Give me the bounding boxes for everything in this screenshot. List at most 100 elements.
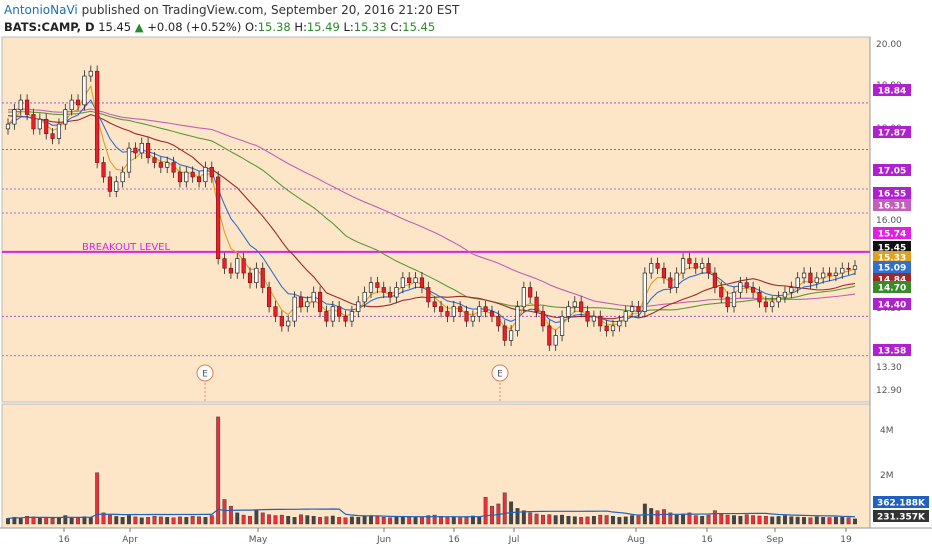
price-tick-label: 20.00 xyxy=(876,40,902,50)
volume-pane[interactable] xyxy=(1,403,871,529)
x-tick-label: 16 xyxy=(701,535,713,545)
volume-bar xyxy=(611,515,615,525)
price-tag xyxy=(873,281,911,293)
price-tag-label: 18.84 xyxy=(878,87,906,97)
price-tag xyxy=(873,187,911,199)
candle xyxy=(528,287,533,298)
candle xyxy=(559,315,565,336)
candle xyxy=(362,291,367,303)
sma-100-line xyxy=(7,110,856,312)
volume-bar xyxy=(814,516,819,525)
volume-bar xyxy=(833,516,838,525)
volume-bar xyxy=(763,515,768,525)
candle xyxy=(451,306,456,317)
candle xyxy=(190,171,195,178)
volume-bar xyxy=(738,515,743,525)
volume-bar xyxy=(840,517,845,525)
last-price: 15.45 xyxy=(98,20,132,34)
candle xyxy=(279,315,284,327)
candle xyxy=(69,99,74,111)
price-pane[interactable] xyxy=(1,36,871,403)
volume-bar xyxy=(388,517,393,525)
candle xyxy=(286,320,291,327)
published-text: published on TradingView.com, September … xyxy=(81,3,460,17)
volume-bar xyxy=(235,512,240,525)
volume-bar xyxy=(821,517,826,525)
volume-bar xyxy=(31,516,36,525)
volume-bar xyxy=(483,497,488,525)
candle xyxy=(483,306,488,312)
volume-bar xyxy=(617,517,622,525)
candle xyxy=(782,291,788,298)
volume-bar xyxy=(649,508,654,525)
volume-bar xyxy=(101,512,106,525)
x-tick-label: Sep xyxy=(767,535,784,545)
candle xyxy=(623,311,628,322)
volume-bar xyxy=(789,516,794,525)
candle xyxy=(668,277,673,288)
candle xyxy=(566,306,571,317)
candle xyxy=(216,176,221,259)
volume-bar xyxy=(566,515,571,525)
price-tag-label: 16.31 xyxy=(878,202,906,212)
candle xyxy=(228,267,233,274)
candle xyxy=(298,296,304,308)
candle xyxy=(801,272,807,279)
candle xyxy=(222,258,227,269)
candle xyxy=(18,99,23,111)
candle xyxy=(305,301,310,308)
volume-bar xyxy=(591,515,596,525)
price-tick-label: 16.00 xyxy=(876,216,902,226)
volume-bar xyxy=(630,515,635,525)
volume-bar xyxy=(560,514,564,525)
open-value: 15.38 xyxy=(257,20,291,34)
volume-bar xyxy=(222,499,227,525)
candle xyxy=(343,315,348,322)
volume-bar xyxy=(732,515,736,525)
volume-bar xyxy=(681,513,685,525)
volume-bar xyxy=(381,517,386,525)
volume-bar xyxy=(700,515,705,525)
close-value: 15.45 xyxy=(402,20,436,34)
candle xyxy=(496,315,501,327)
volume-bar xyxy=(44,517,49,525)
candle xyxy=(630,306,635,312)
price-tag xyxy=(873,227,911,239)
candle xyxy=(604,325,609,332)
price-tick-label: 12.90 xyxy=(876,386,902,396)
volume-bar xyxy=(152,515,157,525)
price-tag-label: 15.74 xyxy=(878,230,906,240)
price-tag-label: 14.70 xyxy=(878,284,906,294)
candle xyxy=(489,311,495,317)
candle xyxy=(706,263,711,274)
volume-bar xyxy=(349,516,354,525)
up-arrow-icon: ▲ xyxy=(134,20,144,34)
candle xyxy=(751,287,756,293)
price-tag xyxy=(873,164,911,176)
volume-bar xyxy=(668,512,673,525)
x-tick-label: Apr xyxy=(122,535,138,545)
volume-bar xyxy=(76,517,80,525)
volume-bar xyxy=(662,509,666,525)
volume-bar xyxy=(127,515,131,525)
candle xyxy=(209,166,214,178)
author-link[interactable]: AntonioNaVi xyxy=(4,3,78,17)
volume-bar xyxy=(623,516,628,525)
volume-bar xyxy=(572,516,577,525)
volume-bar xyxy=(299,514,303,525)
price-tag xyxy=(873,344,911,356)
candle xyxy=(158,162,163,168)
candle xyxy=(241,258,246,274)
volume-bar xyxy=(515,508,520,525)
volume-bar xyxy=(770,516,775,525)
candle xyxy=(171,162,176,173)
volume-bar xyxy=(292,517,297,525)
price-tag-label: 15.45 xyxy=(878,244,906,254)
candle xyxy=(757,291,762,303)
candle xyxy=(789,287,794,293)
x-tick-label: Aug xyxy=(627,535,645,545)
candle xyxy=(426,287,431,303)
volume-bar xyxy=(400,517,405,525)
volume-bar xyxy=(426,515,431,525)
